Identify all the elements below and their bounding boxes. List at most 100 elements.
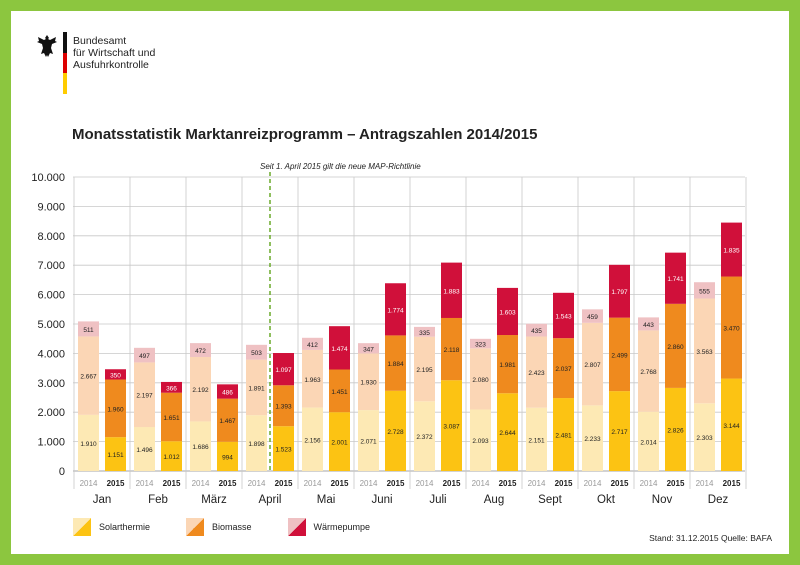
year-tick-label: 2014 xyxy=(584,479,602,488)
year-tick-label: 2015 xyxy=(219,479,237,488)
data-label: 2.197 xyxy=(136,393,153,400)
chart-title: Monatsstatistik Marktanreizprogramm – An… xyxy=(72,126,538,143)
legend-item-waermepumpe: Wärmepumpe xyxy=(287,518,371,536)
data-label: 1.963 xyxy=(304,377,321,384)
data-label: 443 xyxy=(643,322,654,329)
bar-segment xyxy=(134,362,155,428)
data-label: 2.667 xyxy=(80,374,97,381)
data-label: 1.960 xyxy=(107,406,124,413)
bar-segment xyxy=(190,343,211,357)
data-label: 555 xyxy=(699,288,710,295)
year-tick-label: 2015 xyxy=(499,479,517,488)
bar-segment xyxy=(497,393,518,471)
data-label: 2.717 xyxy=(611,429,628,436)
bar-segment xyxy=(273,385,294,427)
bar-segment xyxy=(78,321,99,337)
data-label: 350 xyxy=(110,372,121,379)
bar-segment xyxy=(441,380,462,471)
legend-swatch-biomasse xyxy=(186,518,205,536)
bar-segment xyxy=(609,317,630,392)
bar-segment xyxy=(105,379,126,438)
bar-segment xyxy=(190,356,211,422)
data-label: 1.883 xyxy=(443,288,460,295)
data-label: 2.768 xyxy=(640,369,657,376)
month-tick-label: Nov xyxy=(652,494,673,506)
data-label: 1.496 xyxy=(136,447,153,454)
legend-label-waermepumpe: Wärmepumpe xyxy=(313,522,371,532)
data-label: 472 xyxy=(195,348,206,355)
y-tick-label: 3.000 xyxy=(37,378,65,390)
y-tick-label: 0 xyxy=(59,466,65,478)
month-tick-label: April xyxy=(258,494,281,506)
y-tick-label: 5.000 xyxy=(37,319,65,331)
year-tick-label: 2014 xyxy=(248,479,266,488)
data-label: 1.393 xyxy=(275,404,292,411)
bar-segment xyxy=(526,323,547,337)
data-label: 347 xyxy=(363,346,374,353)
legend: Solarthermie Biomasse Wärmepumpe xyxy=(73,518,370,536)
year-tick-label: 2014 xyxy=(304,479,322,488)
bar-segment xyxy=(217,384,238,399)
org-line-2: für Wirtschaft und xyxy=(73,47,156,59)
month-tick-label: März xyxy=(201,494,227,506)
bar-segment xyxy=(414,326,435,337)
year-tick-label: 2015 xyxy=(107,479,125,488)
bar-segment xyxy=(78,336,99,415)
data-label: 1.467 xyxy=(219,418,236,425)
bar-segment xyxy=(665,252,686,304)
data-label: 2.118 xyxy=(444,347,460,354)
data-label: 2.728 xyxy=(387,429,404,436)
y-tick-label: 4.000 xyxy=(37,348,65,360)
bar-segment xyxy=(582,309,603,323)
bar-segment xyxy=(161,392,182,442)
bar-segment xyxy=(609,391,630,471)
bar-segment xyxy=(246,344,267,360)
year-tick-label: 2015 xyxy=(611,479,629,488)
year-tick-label: 2014 xyxy=(416,479,434,488)
bar-segment xyxy=(721,378,742,471)
bar-segment xyxy=(134,347,155,363)
bar-segment xyxy=(161,381,182,393)
bar-segment xyxy=(105,369,126,380)
bar-segment xyxy=(358,343,379,354)
bar-segment xyxy=(638,411,659,471)
bar-segment xyxy=(553,338,574,399)
bar-segment xyxy=(553,292,574,339)
data-label: 1.898 xyxy=(248,441,265,448)
year-tick-label: 2014 xyxy=(360,479,378,488)
data-label: 2.826 xyxy=(667,427,684,434)
bar-segment xyxy=(665,387,686,471)
org-line-3: Ausfuhrkontrolle xyxy=(73,59,149,71)
bar-segment xyxy=(582,405,603,471)
month-tick-label: Juli xyxy=(429,494,446,506)
bar-segment xyxy=(273,426,294,471)
bar-segment xyxy=(441,262,462,318)
bar-segment xyxy=(470,338,491,349)
data-label: 1.891 xyxy=(248,385,265,392)
data-label: 2.233 xyxy=(584,436,601,443)
bar-segment xyxy=(273,353,294,386)
data-label: 2.807 xyxy=(584,362,601,369)
data-label: 2.860 xyxy=(667,344,684,351)
month-tick-label: Feb xyxy=(148,494,168,506)
bar-segment xyxy=(329,369,350,413)
y-tick-label: 10.000 xyxy=(31,172,65,184)
data-label: 1.686 xyxy=(192,444,209,451)
data-label: 2.151 xyxy=(528,437,545,444)
month-tick-label: Juni xyxy=(371,494,392,506)
bar-segment xyxy=(385,283,406,336)
bar-segment xyxy=(358,353,379,411)
federal-eagle-icon xyxy=(37,35,57,57)
data-label: 1.451 xyxy=(331,389,348,396)
year-tick-label: 2015 xyxy=(331,479,349,488)
y-tick-label: 7.000 xyxy=(37,260,65,272)
data-label: 2.037 xyxy=(555,366,572,373)
data-label: 2.372 xyxy=(416,434,433,441)
bar-segment xyxy=(385,335,406,391)
bar-segment xyxy=(470,348,491,410)
data-label: 459 xyxy=(587,314,598,321)
legend-label-solarthermie: Solarthermie xyxy=(99,522,151,532)
month-tick-label: Mai xyxy=(317,494,336,506)
bar-segment xyxy=(161,441,182,471)
